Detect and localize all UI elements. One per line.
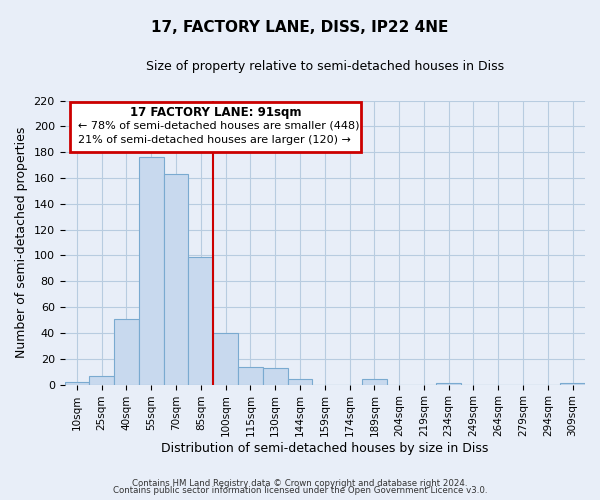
Text: 21% of semi-detached houses are larger (120) →: 21% of semi-detached houses are larger (… (77, 134, 350, 144)
Text: Contains public sector information licensed under the Open Government Licence v3: Contains public sector information licen… (113, 486, 487, 495)
Bar (287, 380, 313, 384)
Bar (362, 380, 387, 384)
Bar (139, 158, 164, 384)
Bar (263, 368, 287, 384)
X-axis label: Distribution of semi-detached houses by size in Diss: Distribution of semi-detached houses by … (161, 442, 488, 455)
Bar (164, 174, 188, 384)
Text: ← 78% of semi-detached houses are smaller (448): ← 78% of semi-detached houses are smalle… (77, 120, 359, 130)
Bar (65, 382, 89, 384)
Bar (89, 376, 114, 384)
Title: Size of property relative to semi-detached houses in Diss: Size of property relative to semi-detach… (146, 60, 504, 73)
FancyBboxPatch shape (70, 102, 361, 152)
Bar (213, 333, 238, 384)
Bar (114, 319, 139, 384)
Bar (238, 366, 263, 384)
Text: 17 FACTORY LANE: 91sqm: 17 FACTORY LANE: 91sqm (130, 106, 301, 119)
Bar (188, 257, 213, 384)
Text: 17, FACTORY LANE, DISS, IP22 4NE: 17, FACTORY LANE, DISS, IP22 4NE (151, 20, 449, 35)
Y-axis label: Number of semi-detached properties: Number of semi-detached properties (15, 127, 28, 358)
Text: Contains HM Land Registry data © Crown copyright and database right 2024.: Contains HM Land Registry data © Crown c… (132, 478, 468, 488)
